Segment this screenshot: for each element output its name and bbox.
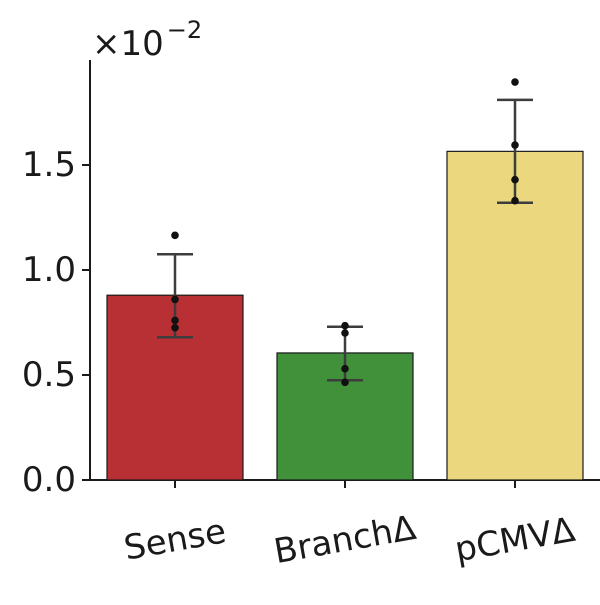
y-tick-label: 1.5 — [22, 145, 76, 185]
data-point — [511, 78, 519, 86]
data-points — [171, 78, 519, 387]
x-category-label: pCMVΔ — [452, 510, 578, 570]
data-point — [171, 231, 179, 240]
data-point — [341, 329, 349, 337]
y-multiplier-exponent: −2 — [167, 16, 202, 44]
bar-3 — [446, 150, 584, 481]
data-point — [511, 175, 519, 184]
data-point — [341, 364, 349, 373]
data-point — [171, 323, 179, 332]
y-multiplier-label: ×10 −2 — [92, 16, 202, 64]
y-tick-label: 0.0 — [22, 460, 76, 500]
data-point — [341, 321, 349, 330]
y-tick-label: 0.5 — [22, 355, 76, 395]
x-category-label: BranchΔ — [271, 508, 419, 572]
y-tick-label: 1.0 — [22, 250, 76, 290]
data-point — [511, 196, 519, 205]
data-point — [341, 378, 349, 387]
data-point — [511, 141, 519, 149]
x-category-label: Sense — [121, 511, 229, 568]
data-point — [171, 316, 179, 325]
data-point — [171, 295, 179, 304]
y-multiplier-base: ×10 — [92, 24, 164, 64]
